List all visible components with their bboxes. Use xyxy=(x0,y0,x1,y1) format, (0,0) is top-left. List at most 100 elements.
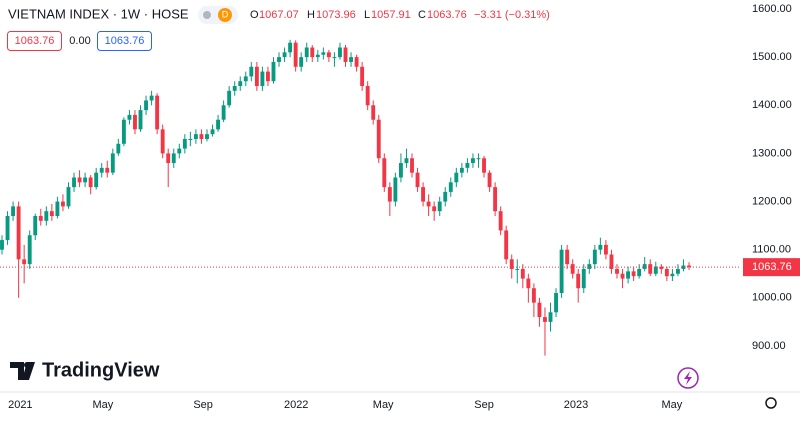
y-tick-label: 1500.00 xyxy=(752,51,792,63)
y-tick-label: 1300.00 xyxy=(752,147,792,159)
sell-box[interactable] xyxy=(7,31,62,51)
y-tick-label: 1400.00 xyxy=(752,99,792,111)
candle-body xyxy=(227,90,232,106)
candle-body xyxy=(426,201,431,207)
candle-body xyxy=(182,138,187,149)
x-tick-label: Sep xyxy=(193,399,213,411)
candle-body xyxy=(631,271,636,277)
candle-body xyxy=(504,230,509,260)
candle-body xyxy=(681,265,686,269)
candle-body xyxy=(0,240,4,250)
candle-body xyxy=(670,273,675,277)
x-tick-label: May xyxy=(373,399,394,411)
candle-body xyxy=(338,47,342,58)
candle-body xyxy=(55,201,60,217)
candle-body xyxy=(354,57,359,67)
candle-body xyxy=(360,66,365,87)
candle-body xyxy=(232,86,237,91)
badge: D xyxy=(222,9,229,19)
y-tick-label: 1600.00 xyxy=(752,3,792,15)
candle-body xyxy=(398,163,403,178)
candle-body xyxy=(193,134,198,139)
candle-body xyxy=(133,114,137,130)
candle-body xyxy=(376,119,381,159)
candle-body xyxy=(382,158,387,188)
candle-body xyxy=(127,114,132,120)
spread: 0.00 xyxy=(69,35,90,47)
candle-body xyxy=(659,266,664,269)
status-dot xyxy=(203,11,211,19)
candle-body xyxy=(16,206,21,260)
candle-body xyxy=(421,187,426,202)
candle-body xyxy=(349,57,353,62)
candle-body xyxy=(459,167,464,173)
candle-body xyxy=(509,259,514,269)
logo-icon xyxy=(10,362,35,380)
candle-body xyxy=(465,163,470,168)
candle-body xyxy=(321,52,326,55)
sell-price[interactable]: 1063.76 xyxy=(15,35,55,47)
candle-body xyxy=(482,158,486,173)
candle-body xyxy=(44,211,49,221)
open-value: 1067.07 xyxy=(259,9,299,21)
candle-body xyxy=(77,177,82,183)
candle-body xyxy=(33,216,38,236)
candle-body xyxy=(177,148,182,154)
candle-body xyxy=(587,264,592,269)
candle-body xyxy=(83,177,88,183)
candle-body xyxy=(171,153,176,164)
candle-body xyxy=(687,265,691,268)
candle-body xyxy=(437,201,442,212)
candle-body xyxy=(116,143,121,154)
candle-body xyxy=(27,235,32,265)
candle-body xyxy=(543,317,547,322)
last-price-label: 1063.76 xyxy=(752,261,792,273)
candle-body xyxy=(393,177,398,202)
candle-body xyxy=(581,268,586,289)
candle-body xyxy=(626,271,631,279)
candle-body xyxy=(410,158,414,173)
candle-body xyxy=(448,182,453,192)
candle-body xyxy=(288,42,293,53)
logo-text: TradingView xyxy=(42,359,160,381)
candle-body xyxy=(565,249,570,265)
candle-body xyxy=(326,52,331,58)
candle-body xyxy=(371,105,376,120)
candle-body xyxy=(149,95,154,101)
candle-body xyxy=(94,172,99,188)
candle-body xyxy=(415,172,420,188)
candle-body xyxy=(332,57,337,59)
badge-circle xyxy=(218,8,232,22)
candle-body xyxy=(493,187,498,212)
candle-body xyxy=(160,129,165,154)
candle-body xyxy=(653,266,658,274)
candle-body xyxy=(387,187,392,202)
candle-body xyxy=(443,191,448,202)
candle-body xyxy=(648,264,653,274)
candle-body xyxy=(216,119,221,130)
low-label: L xyxy=(364,9,370,21)
candle-body xyxy=(49,211,54,217)
candle-body xyxy=(637,268,642,277)
candle-body xyxy=(404,158,409,164)
buy-box[interactable] xyxy=(97,31,152,51)
candle-body xyxy=(138,110,143,130)
buy-price[interactable]: 1063.76 xyxy=(105,35,145,47)
candle-body xyxy=(520,268,525,279)
x-tick-label: May xyxy=(661,399,682,411)
candle-body xyxy=(121,119,126,144)
x-tick-label: 2022 xyxy=(284,399,308,411)
candle-body xyxy=(554,293,558,313)
settings-button[interactable] xyxy=(765,397,777,409)
candle-body xyxy=(315,54,320,58)
candle-body xyxy=(105,167,110,173)
y-tick-label: 900.00 xyxy=(752,340,786,352)
candle-body xyxy=(254,66,259,87)
x-tick-label: May xyxy=(92,399,113,411)
candle-body xyxy=(548,312,553,322)
close-label: C xyxy=(418,9,426,21)
candle-body xyxy=(249,66,254,77)
candle-body xyxy=(620,273,625,279)
logo-dot xyxy=(24,362,30,368)
